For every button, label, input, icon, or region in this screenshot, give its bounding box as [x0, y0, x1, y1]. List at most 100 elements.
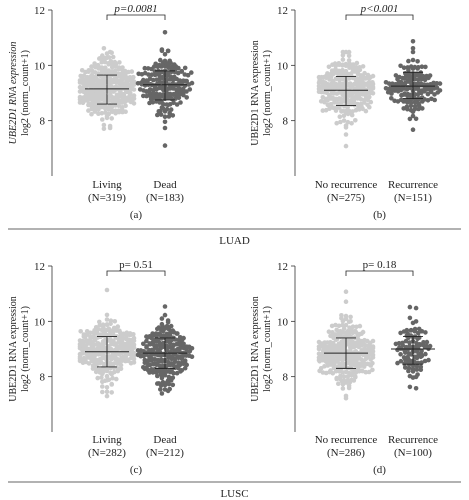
data-point: [435, 90, 441, 95]
data-point: [410, 49, 416, 55]
data-point: [341, 118, 347, 123]
data-point: [413, 116, 419, 122]
data-point: [370, 81, 376, 87]
data-point: [414, 364, 420, 369]
data-point: [403, 73, 409, 79]
data-point: [179, 68, 185, 74]
y-tick-label: 10: [34, 316, 46, 328]
data-point: [164, 106, 170, 112]
data-point: [175, 331, 180, 336]
data-point: [147, 93, 153, 99]
data-point: [356, 361, 362, 367]
data-point: [357, 95, 362, 100]
data-point: [417, 342, 423, 348]
panels: 8 10 12 UBE2D1 RNA expressionlog2 (norm_cou…: [8, 3, 443, 476]
data-point: [78, 329, 83, 334]
data-point: [341, 113, 347, 119]
data-point: [162, 125, 168, 131]
data-point: [155, 373, 160, 379]
data-point: [159, 316, 165, 321]
data-point: [363, 108, 369, 114]
data-point: [406, 357, 412, 363]
data-point: [367, 104, 372, 110]
chart-panel-d: 8 10 12 UBE2D1 RNA expressionlog2 (norm_cou…: [250, 259, 438, 476]
data-point: [116, 109, 122, 115]
data-point: [157, 76, 163, 81]
data-point: [131, 101, 137, 106]
data-point: [109, 382, 114, 387]
y-axis-label: UBE2D1 RNA expressionlog2 (norm_count+1): [250, 296, 273, 402]
data-point: [412, 104, 418, 109]
category-n: (N=286): [327, 447, 365, 459]
data-point: [415, 85, 421, 91]
data-point: [185, 72, 191, 78]
data-point: [189, 80, 195, 86]
data-point: [149, 358, 154, 363]
data-point: [101, 126, 107, 131]
data-point: [144, 365, 149, 370]
data-point: [157, 331, 162, 336]
data-point: [168, 323, 174, 329]
data-point: [167, 386, 172, 392]
data-point: [184, 95, 189, 100]
data-point: [102, 59, 108, 65]
data-point: [354, 60, 360, 66]
data-point: [81, 355, 87, 361]
data-point: [108, 318, 114, 324]
data-point: [165, 102, 171, 108]
data-point: [111, 369, 117, 375]
data-point: [359, 331, 364, 337]
category-label: No recurrence: [315, 179, 378, 191]
data-point: [353, 118, 358, 123]
data-point: [340, 386, 346, 391]
data-point: [406, 67, 411, 73]
data-point: [320, 79, 326, 84]
data-point: [370, 360, 375, 366]
data-point: [160, 379, 166, 385]
data-point: [161, 94, 166, 99]
data-point: [124, 333, 130, 338]
data-point: [81, 89, 87, 95]
data-point: [331, 365, 337, 371]
data-point: [184, 78, 189, 84]
data-point: [357, 67, 363, 73]
data-point: [346, 53, 352, 59]
data-point: [146, 72, 151, 77]
data-point: [101, 91, 106, 97]
chart-panel-b: 8 10 12 UBE2D1 RNA expressionlog2 (norm_cou…: [250, 3, 443, 221]
data-point: [407, 315, 413, 321]
data-point: [164, 380, 170, 385]
data-point: [396, 341, 402, 346]
data-point: [412, 92, 418, 97]
y-tick-label: 8: [40, 372, 46, 384]
data-point: [149, 72, 155, 77]
y-axis-label-line1: UBE2D1 RNA expression: [8, 42, 19, 145]
y-tick-label: 12: [34, 5, 45, 17]
data-point: [367, 94, 372, 100]
data-point: [401, 355, 407, 360]
data-point: [165, 48, 171, 54]
dots-living: [77, 46, 137, 131]
data-point: [131, 96, 137, 101]
data-point: [418, 364, 424, 370]
data-point: [403, 365, 408, 370]
data-point: [128, 332, 133, 338]
data-point: [106, 326, 112, 332]
section-label-lusc: LUSC: [220, 488, 248, 500]
data-point: [162, 52, 168, 57]
panel-label: (a): [130, 209, 143, 221]
data-point: [104, 373, 110, 379]
data-point: [162, 372, 168, 378]
data-point: [432, 92, 437, 97]
data-point: [349, 112, 355, 118]
data-point: [426, 357, 431, 363]
data-point: [166, 337, 171, 342]
data-point: [104, 368, 110, 374]
data-point: [184, 362, 189, 368]
data-point: [348, 314, 353, 320]
category-n: (N=282): [88, 447, 126, 459]
data-point: [157, 363, 163, 369]
data-point: [170, 113, 176, 118]
data-point: [356, 76, 362, 82]
data-point: [395, 76, 400, 82]
